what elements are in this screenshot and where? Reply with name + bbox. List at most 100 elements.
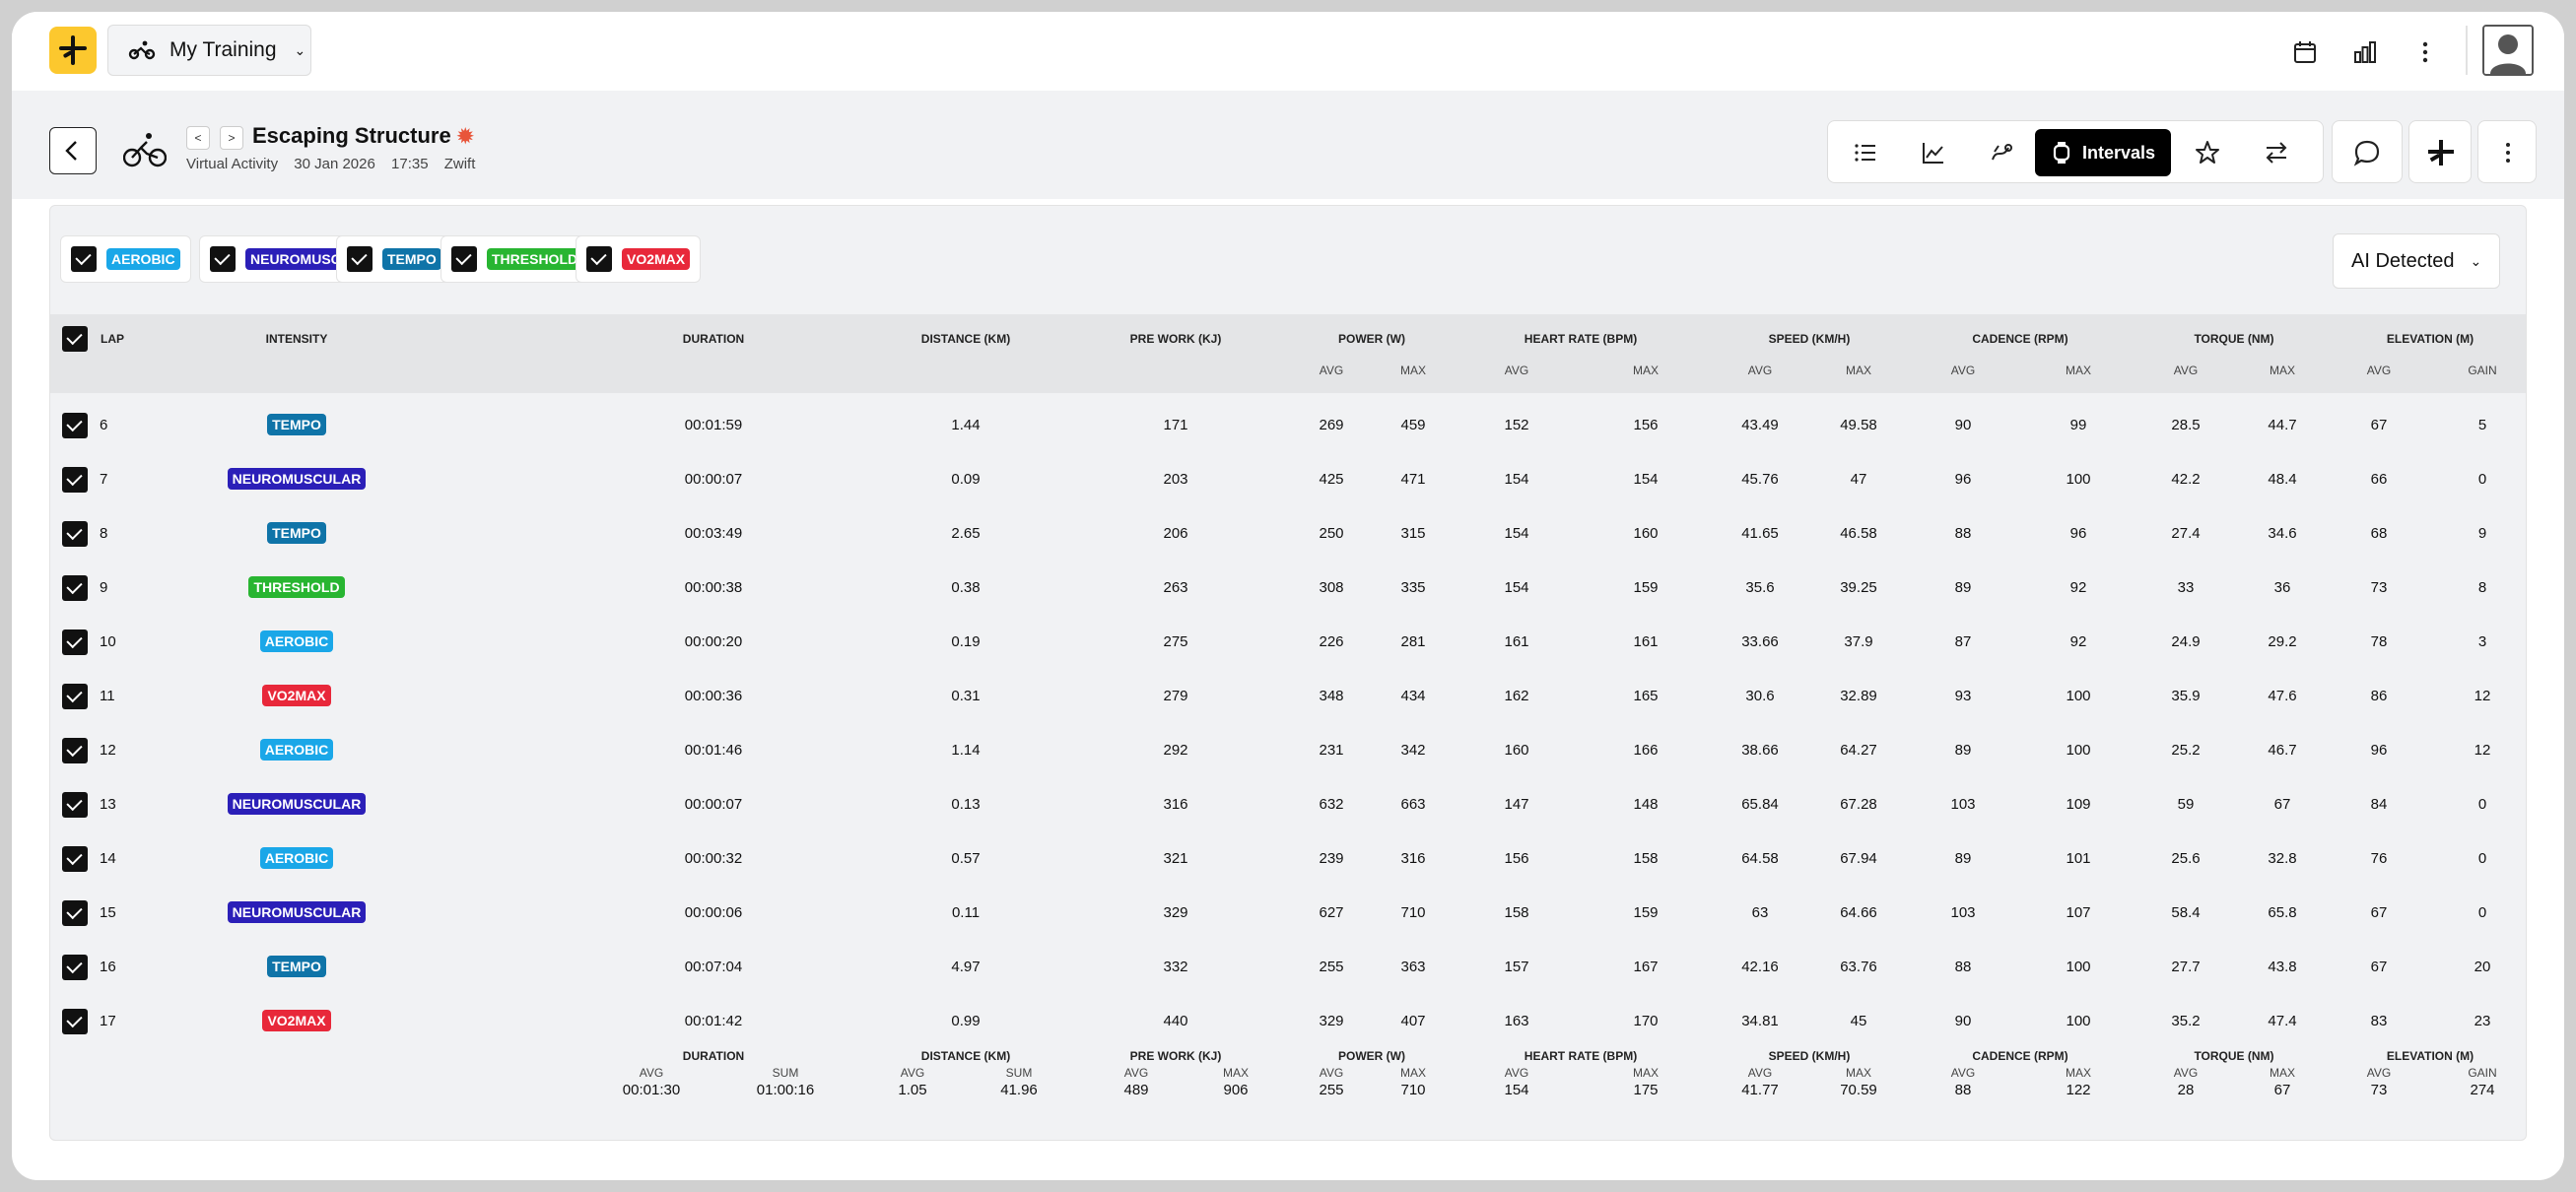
row-checkbox[interactable] (62, 738, 88, 763)
row-checkbox[interactable] (62, 684, 88, 709)
cell-e_avg: 67 (2370, 904, 2388, 921)
column-header-hr[interactable]: HEART RATE (BPM) (1524, 332, 1638, 346)
footer-header-duration: DURATION (682, 1049, 745, 1063)
row-checkbox[interactable] (62, 1009, 88, 1034)
intensity-cell: TEMPO (178, 956, 415, 977)
column-header-speed[interactable]: SPEED (KM/H) (1768, 332, 1851, 346)
cell-p_max: 363 (1400, 959, 1426, 975)
column-header-intensity[interactable]: INTENSITY (265, 332, 328, 346)
my-training-dropdown[interactable]: My Training ⌄ (107, 25, 311, 76)
list-view-button[interactable] (1838, 129, 1893, 176)
next-activity-button[interactable]: > (220, 126, 243, 150)
table-row[interactable]: 6 TEMPO 00:01:59 1.44 171 269 459 152 156 43.49 49… (50, 399, 2526, 453)
intervals-tab[interactable]: Intervals (2035, 129, 2171, 176)
table-row[interactable]: 9 THRESHOLD 00:00:38 0.38 263 308 335 154 159 35.… (50, 562, 2526, 616)
cell-lap: 10 (100, 633, 116, 650)
route-view-button[interactable] (1974, 129, 2029, 176)
intensity-tag: AEROBIC (259, 847, 334, 869)
cell-c_max: 100 (2066, 1013, 2091, 1029)
table-row[interactable]: 7 NEUROMUSCULAR 00:00:07 0.09 203 425 471 154 15… (50, 453, 2526, 507)
comment-button[interactable] (2339, 129, 2395, 176)
cell-t_avg: 42.2 (2171, 471, 2201, 488)
logo-icon[interactable] (49, 27, 97, 74)
favorite-button[interactable] (2180, 129, 2235, 176)
chart-view-button[interactable] (1906, 129, 1961, 176)
avatar[interactable] (2482, 25, 2534, 76)
filter-chip-tempo[interactable]: TEMPO (336, 235, 452, 283)
more-options-button[interactable] (2480, 129, 2536, 176)
footer-sub-avg: AVG (1950, 1066, 1976, 1080)
cell-hr_max: 154 (1633, 471, 1659, 488)
column-header-power[interactable]: POWER (W) (1338, 332, 1405, 346)
row-checkbox[interactable] (62, 575, 88, 601)
filter-checkbox[interactable] (210, 246, 236, 272)
column-header-duration[interactable]: DURATION (682, 332, 745, 346)
table-row[interactable]: 12 AEROBIC 00:01:46 1.14 292 231 342 160 166 38.6… (50, 724, 2526, 778)
filter-checkbox[interactable] (451, 246, 477, 272)
cell-duration: 00:01:59 (684, 417, 743, 433)
column-header-cadence[interactable]: CADENCE (RPM) (1972, 332, 2068, 346)
footer-value-s_max: 70.59 (1840, 1082, 1877, 1098)
filter-checkbox[interactable] (586, 246, 612, 272)
previous-activity-button[interactable]: < (186, 126, 210, 150)
row-checkbox[interactable] (62, 900, 88, 926)
row-checkbox[interactable] (62, 521, 88, 547)
filter-chip-aerobic[interactable]: AEROBIC (60, 235, 191, 283)
cell-s_avg: 42.16 (1741, 959, 1779, 975)
cell-t_max: 44.7 (2268, 417, 2297, 433)
detection-dropdown[interactable]: AI Detected ⌄ (2333, 233, 2500, 289)
filter-chip-threshold[interactable]: THRESHOLD (441, 235, 594, 283)
app-window: My Training ⌄ (12, 12, 2564, 1180)
table-row[interactable]: 10 AEROBIC 00:00:20 0.19 275 226 281 161 161 33.6… (50, 616, 2526, 670)
cell-s_avg: 33.66 (1741, 633, 1779, 650)
row-checkbox[interactable] (62, 467, 88, 493)
row-checkbox[interactable] (62, 955, 88, 980)
table-row[interactable]: 8 TEMPO 00:03:49 2.65 206 250 315 154 160 41.65 46… (50, 507, 2526, 562)
select-all-checkbox[interactable] (62, 326, 88, 352)
footer-value-e_gain: 274 (2470, 1082, 2495, 1098)
table-row[interactable]: 13 NEUROMUSCULAR 00:00:07 0.13 316 632 663 147 1… (50, 778, 2526, 832)
cell-e_avg: 66 (2370, 471, 2388, 488)
back-button[interactable] (49, 127, 97, 174)
cell-t_avg: 25.2 (2171, 742, 2201, 759)
table-row[interactable]: 11 VO2MAX 00:00:36 0.31 279 348 434 162 165 30.6 3… (50, 670, 2526, 724)
table-row[interactable]: 15 NEUROMUSCULAR 00:00:06 0.11 329 627 710 158 1… (50, 887, 2526, 941)
table-header: LAP INTENSITY DURATION DISTANCE (KM) PRE WOR… (50, 314, 2526, 393)
cell-lap: 7 (100, 471, 108, 488)
footer-value-c_max: 122 (2066, 1082, 2091, 1098)
row-checkbox[interactable] (62, 629, 88, 655)
coach-button[interactable] (2413, 129, 2469, 176)
cell-p_max: 459 (1400, 417, 1426, 433)
row-checkbox[interactable] (62, 846, 88, 872)
cell-p_max: 407 (1400, 1013, 1426, 1029)
cell-c_max: 109 (2066, 796, 2091, 813)
calendar-icon[interactable] (2290, 37, 2320, 67)
cell-hr_max: 166 (1633, 742, 1659, 759)
cell-e_gain: 8 (2477, 579, 2487, 596)
cell-e_gain: 20 (2474, 959, 2491, 975)
column-header-distance[interactable]: DISTANCE (KM) (920, 332, 1011, 346)
column-header-prework[interactable]: PRE WORK (KJ) (1129, 332, 1222, 346)
cell-c_max: 100 (2066, 471, 2091, 488)
kebab-menu-icon[interactable] (2410, 37, 2440, 67)
bar-chart-icon[interactable] (2350, 37, 2380, 67)
compare-button[interactable] (2249, 129, 2304, 176)
column-header-elevation[interactable]: ELEVATION (M) (2386, 332, 2474, 346)
cell-s_avg: 65.84 (1741, 796, 1779, 813)
table-row[interactable]: 17 VO2MAX 00:01:42 0.99 440 329 407 163 170 34.81… (50, 995, 2526, 1049)
table-row[interactable]: 16 TEMPO 00:07:04 4.97 332 255 363 157 167 42.16 6… (50, 941, 2526, 995)
cell-hr_max: 158 (1633, 850, 1659, 867)
row-checkbox[interactable] (62, 792, 88, 818)
filter-chip-vo2max[interactable]: VO2MAX (576, 235, 702, 283)
column-header-lap[interactable]: LAP (101, 332, 124, 346)
row-checkbox[interactable] (62, 413, 88, 438)
filter-checkbox[interactable] (347, 246, 373, 272)
view-toolbar: Intervals (1827, 120, 2324, 183)
filter-checkbox[interactable] (71, 246, 97, 272)
footer-header-power: POWER (W) (1338, 1049, 1405, 1063)
cell-e_avg: 67 (2370, 959, 2388, 975)
footer-value-e_avg: 73 (2370, 1082, 2388, 1098)
column-header-torque[interactable]: TORQUE (NM) (2194, 332, 2274, 346)
table-row[interactable]: 14 AEROBIC 00:00:32 0.57 321 239 316 156 158 64.5… (50, 832, 2526, 887)
cell-e_gain: 0 (2477, 850, 2487, 867)
